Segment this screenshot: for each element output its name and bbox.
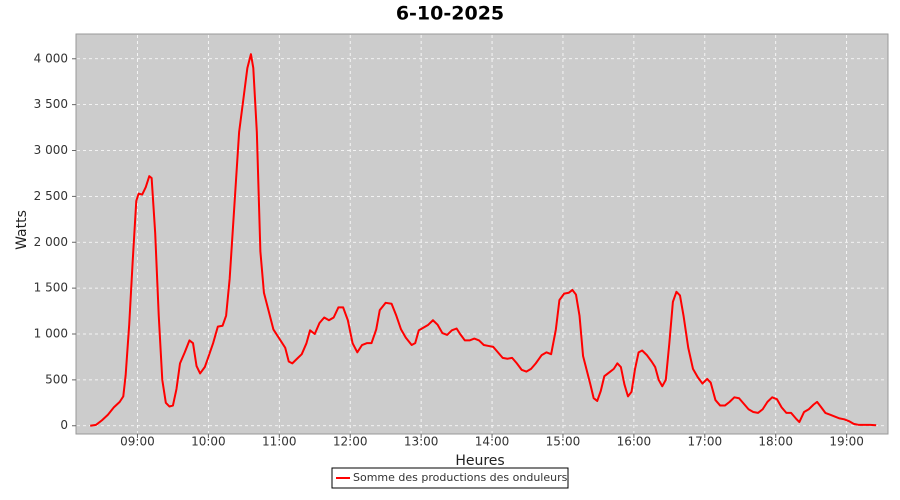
y-tick-label: 2 000 bbox=[34, 235, 68, 249]
x-tick-label: 09:00 bbox=[120, 435, 155, 449]
x-tick-label: 11:00 bbox=[262, 435, 297, 449]
y-tick-label: 500 bbox=[45, 372, 68, 386]
chart-title: 6-10-2025 bbox=[396, 3, 504, 25]
x-tick-label: 15:00 bbox=[546, 435, 581, 449]
x-tick-label: 18:00 bbox=[758, 435, 793, 449]
y-tick-label: 3 500 bbox=[34, 97, 68, 111]
y-tick-label: 3 000 bbox=[34, 143, 68, 157]
y-tick-label: 1 500 bbox=[34, 281, 68, 295]
x-tick-label: 14:00 bbox=[475, 435, 510, 449]
x-tick-label: 12:00 bbox=[333, 435, 368, 449]
x-tick-label: 13:00 bbox=[404, 435, 439, 449]
data-line bbox=[90, 53, 877, 427]
x-tick-label: 10:00 bbox=[191, 435, 226, 449]
legend-label: Somme des productions des onduleurs bbox=[353, 471, 568, 484]
y-tick-label: 1 000 bbox=[34, 327, 68, 341]
x-axis-label: Heures bbox=[455, 453, 504, 469]
y-tick-label: 4 000 bbox=[34, 51, 68, 65]
x-tick-label: 17:00 bbox=[688, 435, 723, 449]
y-tick-label: 0 bbox=[60, 418, 68, 432]
y-axis-label: Watts bbox=[14, 210, 30, 250]
legend-box bbox=[331, 467, 569, 489]
x-tick-label: 16:00 bbox=[617, 435, 652, 449]
x-tick-label: 19:00 bbox=[829, 435, 864, 449]
plot-area bbox=[75, 33, 889, 435]
y-tick-label: 2 500 bbox=[34, 189, 68, 203]
